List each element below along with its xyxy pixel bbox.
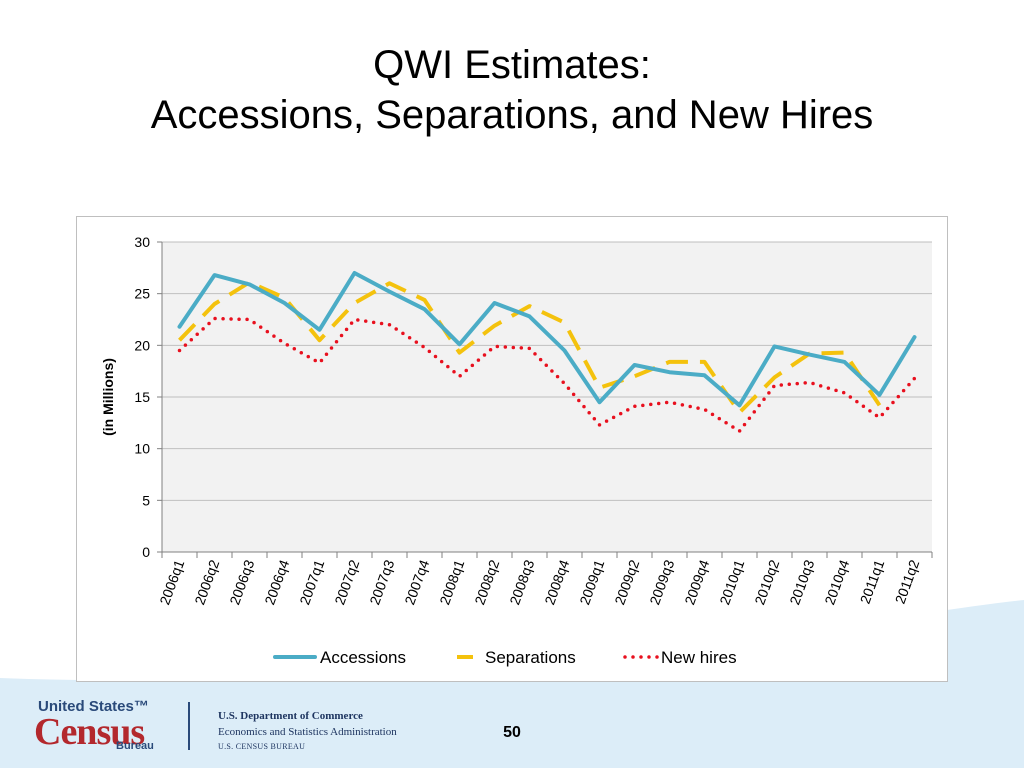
x-tick-label: 2010q3 xyxy=(786,557,817,607)
x-tick-label: 2008q3 xyxy=(506,557,537,607)
slide-title: QWI Estimates: Accessions, Separations, … xyxy=(0,40,1024,140)
x-tick-label: 2006q4 xyxy=(261,557,292,607)
x-tick-label: 2008q4 xyxy=(541,557,572,607)
x-tick-label: 2009q1 xyxy=(576,557,607,607)
x-tick-label: 2010q1 xyxy=(716,557,747,607)
x-tick-label: 2006q3 xyxy=(226,557,257,607)
x-tick-label: 2009q4 xyxy=(681,557,712,607)
y-tick-label: 0 xyxy=(142,544,150,560)
y-axis-title: (in Millions) xyxy=(100,358,116,436)
x-tick-label: 2009q2 xyxy=(611,557,642,607)
series-line-new-hires xyxy=(177,316,917,433)
x-tick-label: 2007q1 xyxy=(296,557,327,607)
x-tick-label: 2007q2 xyxy=(331,557,362,607)
series-line-accessions xyxy=(177,271,917,408)
x-tick-label: 2007q3 xyxy=(366,557,397,607)
x-tick-label: 2007q4 xyxy=(401,557,432,607)
footer-divider xyxy=(188,702,190,750)
logo-bureau: Bureau xyxy=(116,740,154,752)
logo-united-states: United States™ xyxy=(38,698,149,715)
page-number: 50 xyxy=(503,724,521,741)
y-tick-label: 20 xyxy=(134,337,150,353)
department-text: U.S. Department of Commerce Economics an… xyxy=(218,708,397,754)
x-tick-label: 2006q2 xyxy=(191,557,222,607)
y-tick-label: 15 xyxy=(134,389,150,405)
administration-name: Economics and Statistics Administration xyxy=(218,726,397,738)
y-tick-label: 30 xyxy=(134,234,150,250)
x-tick-label: 2008q2 xyxy=(471,557,502,607)
x-tick-label: 2010q4 xyxy=(821,557,852,607)
x-tick-label: 2006q1 xyxy=(156,557,187,607)
legend-label-separations: Separations xyxy=(485,648,576,667)
x-tick-label: 2008q1 xyxy=(436,557,467,607)
bureau-name: U.S. CENSUS BUREAU xyxy=(218,742,306,751)
y-tick-label: 10 xyxy=(134,441,150,457)
logo-census: Census xyxy=(34,711,145,753)
census-bureau-logo: United States™ Census Bureau xyxy=(32,698,162,754)
x-tick-label: 2009q3 xyxy=(646,557,677,607)
x-tick-label: 2011q1 xyxy=(857,557,888,606)
y-tick-label: 25 xyxy=(134,286,150,302)
slide-title-line2: Accessions, Separations, and New Hires xyxy=(150,93,874,137)
slide-title-line1: QWI Estimates: xyxy=(373,43,651,87)
x-tick-label: 2010q2 xyxy=(751,557,782,607)
y-tick-label: 5 xyxy=(142,492,150,508)
legend-label-accessions: Accessions xyxy=(320,648,406,667)
legend-label-new-hires: New hires xyxy=(661,648,737,667)
chart-container: 0 5 10 15 20 25 30 2006q1 2006q2 2006q3 2006q4 2007… xyxy=(76,216,948,682)
department-name: U.S. Department of Commerce xyxy=(218,710,363,722)
x-tick-label: 2011q2 xyxy=(892,557,923,606)
